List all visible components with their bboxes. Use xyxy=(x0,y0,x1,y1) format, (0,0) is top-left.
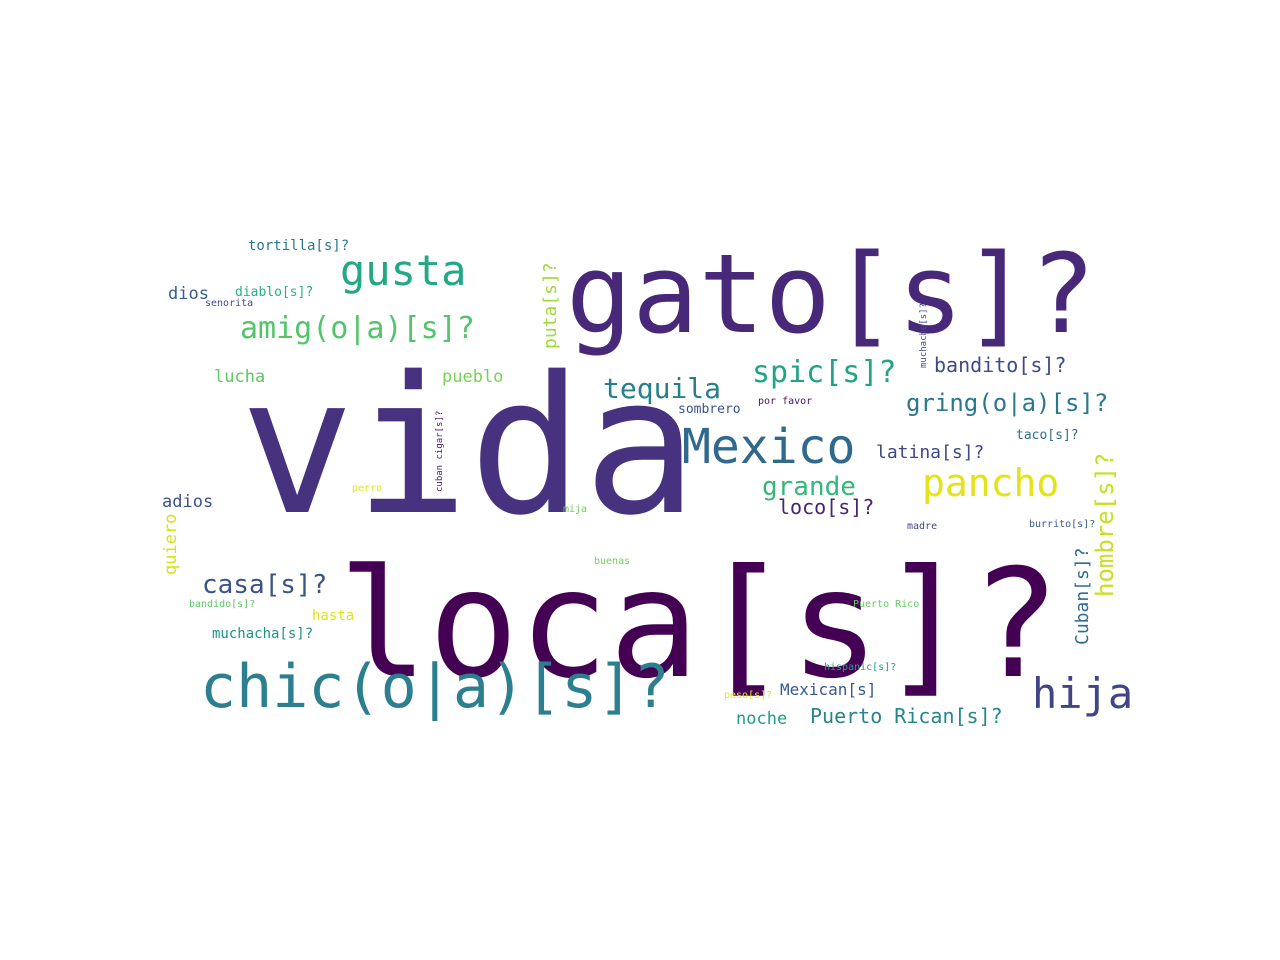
word-mija: mija xyxy=(563,504,587,515)
word-dios: dios xyxy=(168,284,209,304)
word-bandido-s: bandido[s]? xyxy=(189,599,255,610)
word-chic-o-a-s: chic(o|a)[s]? xyxy=(200,652,670,722)
word-tequila: tequila xyxy=(603,372,721,405)
word-group: vidaloca[s]?gato[s]?chic(o|a)[s]?Mexicog… xyxy=(161,230,1133,729)
word-muchacho-s: muchacho[s]? xyxy=(919,303,929,368)
word-muchacha-s: muchacha[s]? xyxy=(212,626,313,642)
word-puerto-rican-s: Puerto Rican[s]? xyxy=(810,704,1003,728)
word-noche: noche xyxy=(736,709,787,729)
word-hispanic-s: hispanic[s]? xyxy=(824,662,896,673)
word-tortilla-s: tortilla[s]? xyxy=(248,238,349,254)
word-peso-s: peso[s]? xyxy=(724,690,772,701)
word-quiero: quiero xyxy=(161,514,181,575)
word-madre: madre xyxy=(907,521,937,532)
word-spic-s: spic[s]? xyxy=(752,355,897,390)
word-bandito-s: bandito[s]? xyxy=(934,353,1066,377)
word-pueblo: pueblo xyxy=(442,367,503,387)
word-adios: adios xyxy=(162,492,213,512)
word-taco-s: taco[s]? xyxy=(1016,428,1079,443)
word-por-favor: por favor xyxy=(758,396,812,407)
word-buenas: buenas xyxy=(594,556,630,567)
word-loca-s: loca[s]? xyxy=(338,538,1060,712)
word-hasta: hasta xyxy=(312,608,354,624)
word-cuban-s: Cuban[s]? xyxy=(1072,547,1093,645)
word-loco-s: loco[s]? xyxy=(778,495,874,519)
word-mexico: Mexico xyxy=(682,419,855,475)
word-grande: grande xyxy=(762,472,856,502)
word-perro: perro xyxy=(352,483,382,494)
word-pancho: pancho xyxy=(922,461,1059,505)
word-cuban-cigar-s: cuban cigar[s]? xyxy=(435,411,445,492)
word-diablo-s: diablo[s]? xyxy=(235,285,313,300)
word-puerto-rico: Puerto Rico xyxy=(853,599,919,610)
word-gato-s: gato[s]? xyxy=(566,230,1096,358)
word-hija: hija xyxy=(1032,669,1133,718)
word-sombrero: sombrero xyxy=(678,402,741,417)
word-casa-s: casa[s]? xyxy=(202,570,327,600)
word-latina-s: latina[s]? xyxy=(876,442,984,463)
word-hombre-s: hombre[s]? xyxy=(1091,453,1119,598)
word-puta-s: puta[s]? xyxy=(540,262,561,349)
word-vida: vida xyxy=(240,336,698,557)
word-mexican-s: Mexican[s] xyxy=(780,680,876,699)
word-gring-o-a-s: gring(o|a)[s]? xyxy=(906,389,1108,417)
word-gusta: gusta xyxy=(340,246,466,295)
word-senorita: senorita xyxy=(205,298,253,309)
word-amig-o-a-s: amig(o|a)[s]? xyxy=(240,311,475,346)
word-burrito-s: burrito[s]? xyxy=(1029,519,1095,530)
word-lucha: lucha xyxy=(214,367,265,387)
